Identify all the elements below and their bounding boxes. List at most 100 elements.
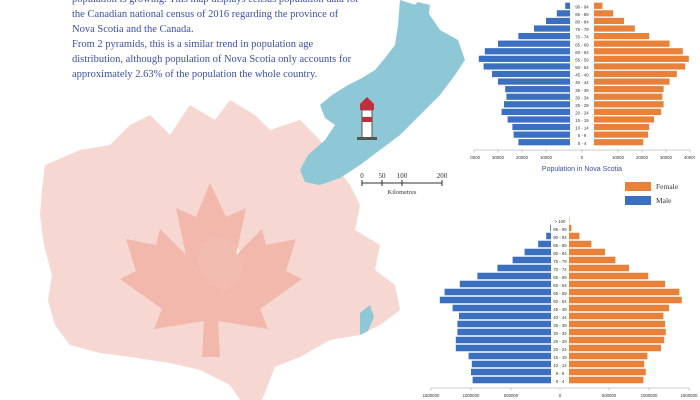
- ca-age-label-13: 65 - 69: [553, 275, 567, 280]
- ca-bar-male-15: [512, 256, 551, 264]
- ns-bar-female-17: [594, 10, 614, 17]
- ca-bar-male-0: [472, 376, 551, 384]
- ns-age-label-9: 45 - 49: [575, 73, 589, 78]
- ns-x-tick-label-0: 40000: [470, 155, 481, 160]
- ca-bar-male-7: [457, 320, 551, 328]
- ca-bar-male-4: [455, 344, 551, 352]
- ns-age-label-15: 75 - 79: [575, 27, 589, 32]
- ca-bar-female-9: [569, 304, 669, 312]
- ca-bar-female-11: [569, 288, 680, 296]
- ns-bar-male-17: [556, 10, 570, 17]
- ca-bar-male-6: [457, 328, 551, 336]
- ca-bar-male-5: [455, 336, 551, 344]
- scale-unit: Kilometres: [388, 189, 417, 196]
- ca-age-label-2: 10 - 14: [553, 363, 567, 368]
- ca-bar-female-8: [569, 312, 664, 320]
- ns-bar-female-16: [594, 17, 624, 25]
- ns-age-label-0: 0 - 4: [578, 141, 587, 146]
- intro-text: population is growing. This map displays…: [72, 0, 362, 82]
- ca-bar-female-7: [569, 320, 665, 328]
- ca-x-tick-label-5: 1000000: [641, 393, 658, 398]
- ns-bar-female-10: [594, 63, 686, 70]
- ns-bar-male-0: [518, 139, 570, 146]
- ca-bar-female-1: [569, 368, 646, 376]
- ca-x-tick-label-3: 0: [559, 393, 562, 398]
- ns-bar-female-7: [594, 86, 664, 93]
- ns-bar-male-18: [565, 2, 570, 9]
- ca-bar-female-13: [569, 272, 649, 280]
- ca-bar-male-18: [546, 232, 551, 240]
- ca-bar-female-5: [569, 336, 665, 344]
- scale-bar: 0 50 100 200 Kilometres: [360, 172, 448, 196]
- ns-bar-male-3: [507, 116, 570, 123]
- ns-age-label-17: 85 - 89: [575, 12, 589, 17]
- ns-bar-male-9: [492, 70, 570, 78]
- ca-bar-male-8: [459, 312, 551, 320]
- ns-bar-male-2: [512, 123, 570, 131]
- ca-x-tick-label-0: 1500000: [423, 393, 440, 398]
- ns-bar-female-14: [594, 32, 650, 40]
- ns-bar-female-15: [594, 25, 635, 32]
- ns-age-label-14: 70 - 74: [575, 35, 589, 40]
- ns-bar-male-12: [484, 48, 570, 55]
- ns-bar-female-9: [594, 70, 677, 78]
- ns-age-label-7: 35 - 39: [575, 88, 589, 93]
- ns-age-label-10: 50 - 54: [575, 65, 589, 70]
- ns-bar-male-7: [505, 86, 570, 93]
- ca-age-label-0: 0 - 4: [556, 379, 565, 384]
- ns-bar-male-8: [498, 78, 570, 85]
- ca-age-label-20: > 100: [555, 219, 566, 224]
- ns-age-label-1: 5 - 9: [578, 133, 587, 138]
- ns-bar-male-11: [478, 55, 570, 62]
- ns-age-label-18: 90 - 94: [575, 4, 589, 9]
- ns-bar-female-12: [594, 48, 683, 55]
- nova-scotia-highlight: [360, 305, 374, 335]
- ns-bar-male-6: [506, 93, 570, 100]
- ca-bar-male-13: [477, 272, 551, 280]
- scale-tick-200: 200: [437, 172, 448, 180]
- ca-age-label-17: 85 - 89: [553, 243, 567, 248]
- ns-bar-male-15: [534, 25, 570, 32]
- ca-age-label-16: 80 - 84: [553, 251, 567, 256]
- ca-bar-female-16: [569, 248, 605, 256]
- ca-bar-male-2: [471, 360, 551, 368]
- ns-bar-female-18: [594, 2, 603, 9]
- ns-x-tick-label-7: 30000: [660, 155, 673, 160]
- ns-bar-male-14: [518, 32, 570, 40]
- ns-age-label-16: 80 - 84: [575, 20, 589, 25]
- ns-title: Population in Nova Scotia: [542, 166, 622, 173]
- ca-age-label-7: 35 - 39: [553, 323, 567, 328]
- ns-bar-female-1: [594, 131, 648, 138]
- ns-x-tick-label-4: 0: [581, 155, 584, 160]
- ca-bar-male-1: [471, 368, 551, 376]
- ca-bar-male-19: [550, 224, 551, 232]
- ns-bar-female-6: [594, 93, 663, 100]
- ca-bar-female-10: [569, 296, 682, 304]
- intro-paragraph-1: population is growing. This map displays…: [72, 0, 359, 35]
- ca-bar-male-11: [444, 288, 551, 296]
- ns-bar-female-4: [594, 108, 662, 116]
- female-swatch: [625, 182, 651, 191]
- ns-age-label-12: 60 - 64: [575, 50, 589, 55]
- ca-bar-male-14: [497, 264, 551, 272]
- ns-bar-male-10: [483, 63, 570, 70]
- ca-age-label-10: 50 - 54: [553, 299, 567, 304]
- ca-bar-female-12: [569, 280, 665, 288]
- scale-tick-0: 0: [360, 172, 364, 180]
- ns-x-tick-label-2: 20000: [516, 155, 529, 160]
- ns-x-tick-label-5: 10000: [612, 155, 625, 160]
- ns-bar-male-16: [546, 17, 570, 25]
- ns-bar-female-8: [594, 78, 670, 85]
- ns-bar-female-5: [594, 101, 664, 108]
- ca-age-label-11: 55 - 59: [553, 291, 567, 296]
- ns-bar-male-5: [504, 101, 570, 108]
- canada-pyramid: 0 - 4 5 - 9 10 - 14 15 - 19 20 - 24 25 - 29 30…: [423, 216, 698, 398]
- ca-x-tick-label-4: 500000: [602, 393, 617, 398]
- scale-tick-50: 50: [379, 172, 387, 180]
- ca-age-label-8: 40 - 44: [553, 315, 567, 320]
- lighthouse-icon: [357, 97, 377, 140]
- ca-bar-female-3: [569, 352, 648, 360]
- ns-bar-male-4: [501, 108, 570, 116]
- legend: Female Male: [625, 182, 678, 210]
- ns-age-label-2: 10 - 14: [575, 126, 589, 131]
